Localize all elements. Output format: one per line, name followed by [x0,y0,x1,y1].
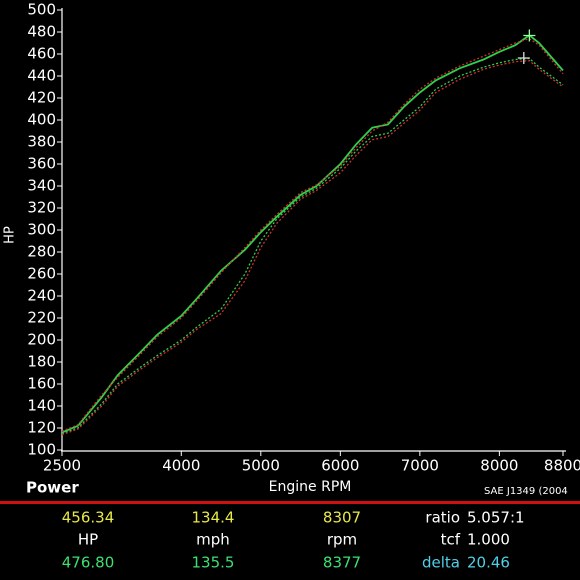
y-axis-label: HP [3,226,18,244]
y-tick-label: 140 [27,397,56,415]
readout-cell: 135.5 [192,554,235,572]
x-tick-label: 7000 [401,457,439,475]
x-tick-label: 4000 [162,457,200,475]
readout-cell: delta [422,554,460,572]
x-tick-label: 6000 [321,457,359,475]
readout-cell: 20.46 [467,554,510,572]
readout-cell: 134.4 [192,509,235,527]
divider [0,501,580,504]
x-tick-label: 8000 [480,457,518,475]
y-tick-label: 360 [27,155,56,173]
y-tick-label: 460 [27,45,56,63]
y-tick-label: 380 [27,133,56,151]
x-axis-label: Engine RPM [269,479,352,495]
cursor [523,29,536,42]
y-tick-label: 200 [27,331,56,349]
y-tick-label: 320 [27,199,56,217]
y-tick-label: 280 [27,243,56,261]
corner-label: Power [26,479,79,497]
x-tick-label: 5000 [242,457,280,475]
readout-cell: 456.34 [62,509,115,527]
y-tick-label: 120 [27,419,56,437]
y-tick-label: 340 [27,177,56,195]
readout-cell: mph [196,531,230,549]
readout-cell: HP [78,531,98,549]
readout-cell: tcf [441,531,461,549]
standard-note: SAE J1349 (2004 [484,486,568,497]
readout-cell: 8377 [323,554,361,572]
readout-cell: 1.000 [467,531,510,549]
y-tick-label: 400 [27,111,56,129]
readout-cell: 8307 [323,509,361,527]
y-tick-label: 300 [27,221,56,239]
cursor [517,52,530,65]
readout-cell: ratio [425,509,460,527]
y-tick-label: 420 [27,89,56,107]
y-tick-label: 160 [27,375,56,393]
y-tick-label: 480 [27,23,56,41]
y-tick-label: 500 [27,1,56,19]
y-tick-label: 100 [27,441,56,459]
y-tick-label: 180 [27,353,56,371]
readout-cell: rpm [327,531,357,549]
y-tick-label: 220 [27,309,56,327]
y-tick-label: 260 [27,265,56,283]
y-tick-label: 240 [27,287,56,305]
readout-cell: 476.80 [62,554,115,572]
y-tick-label: 440 [27,67,56,85]
x-tick-label: 2500 [43,457,81,475]
power-line [61,37,564,432]
power-line [61,57,564,435]
x-tick-label: 8800 [544,457,580,475]
readout-cell: 5.057:1 [467,509,525,527]
